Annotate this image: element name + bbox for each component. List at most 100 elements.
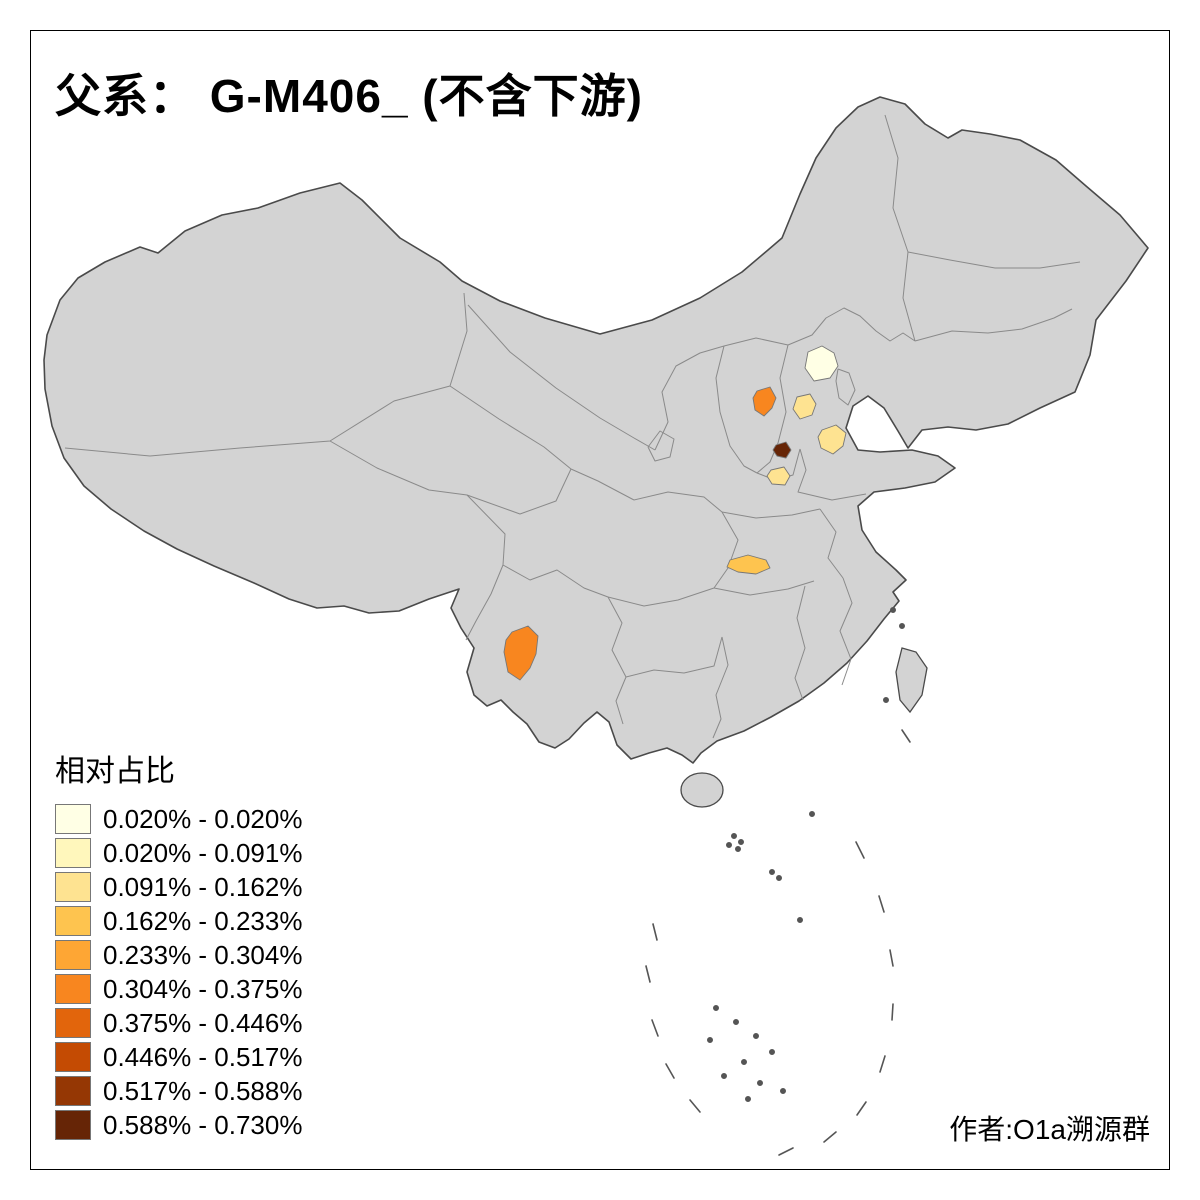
- dash-line-segment: [878, 895, 885, 913]
- province-border: [907, 251, 1081, 269]
- province-border: [654, 345, 725, 451]
- island-dot: [779, 1088, 786, 1095]
- province-border: [607, 587, 715, 607]
- province-border: [467, 304, 656, 451]
- island-dot: [734, 845, 741, 852]
- dash-line-segment: [879, 1055, 886, 1073]
- province-border: [723, 337, 789, 347]
- province-border: [835, 368, 856, 406]
- province-border: [64, 292, 468, 457]
- legend-label: 0.517% - 0.588%: [103, 1076, 303, 1106]
- dash-line-segment: [665, 1063, 675, 1079]
- island-dot: [882, 696, 889, 703]
- island-dot: [752, 1033, 759, 1040]
- dash-line-segment: [855, 841, 865, 859]
- dash-line-segment: [645, 965, 651, 983]
- island-dot: [889, 606, 896, 613]
- legend: 相对占比 0.020% - 0.020% 0.020% - 0.091% 0.0…: [55, 746, 302, 1144]
- province-border: [914, 308, 1073, 342]
- legend-swatch: [55, 1008, 91, 1038]
- legend-label: 0.162% - 0.233%: [103, 906, 303, 936]
- island-dot: [712, 1004, 719, 1011]
- legend-swatch: [55, 1042, 91, 1072]
- dash-line-segment: [689, 1099, 701, 1113]
- legend-item: 0.162% - 0.233%: [55, 906, 302, 936]
- legend-label: 0.020% - 0.020%: [103, 804, 303, 834]
- province-border: [607, 596, 627, 725]
- legend-item: 0.020% - 0.091%: [55, 838, 302, 868]
- island-dot: [768, 868, 775, 875]
- figure-title: 父系： G-M406_ (不含下游): [55, 70, 643, 122]
- legend-item: 0.588% - 0.730%: [55, 1110, 302, 1140]
- island-dot: [808, 810, 815, 817]
- highlighted-prefecture-5: [772, 441, 792, 459]
- legend-item: 0.446% - 0.517%: [55, 1042, 302, 1072]
- island-dot: [706, 1037, 713, 1044]
- province-border: [713, 580, 815, 596]
- province-border: [819, 508, 844, 579]
- dash-line-segment: [856, 1101, 867, 1116]
- highlighted-prefecture-8: [503, 625, 539, 681]
- highlighted-prefecture-4: [817, 424, 847, 455]
- island-dot: [730, 832, 737, 839]
- highlighted-prefecture-6: [766, 466, 791, 486]
- province-border: [633, 491, 723, 513]
- province-boundaries: [64, 114, 1081, 739]
- legend-swatch: [55, 838, 91, 868]
- province-border: [449, 385, 572, 470]
- province-border: [715, 345, 758, 474]
- legend-label: 0.020% - 0.091%: [103, 838, 303, 868]
- legend-label: 0.091% - 0.162%: [103, 872, 303, 902]
- legend-item: 0.091% - 0.162%: [55, 872, 302, 902]
- island-dot: [740, 1059, 747, 1066]
- province-border: [502, 564, 609, 598]
- province-border: [794, 585, 806, 701]
- island-dot: [898, 622, 905, 629]
- legend-swatch: [55, 1076, 91, 1106]
- province-border: [713, 511, 739, 589]
- highlighted-prefectures: [503, 345, 847, 681]
- author-credit: 作者:O1a溯源群: [949, 1114, 1150, 1145]
- highlighted-prefecture-7: [726, 554, 771, 575]
- china-mainland: [43, 96, 1149, 764]
- legend-swatch: [55, 804, 91, 834]
- dash-line-segment: [778, 1147, 794, 1156]
- province-border: [756, 344, 789, 474]
- dash-line-segment: [901, 729, 911, 743]
- legend-item: 0.517% - 0.588%: [55, 1076, 302, 1106]
- province-border: [625, 636, 723, 678]
- island-dot: [725, 841, 732, 848]
- legend-swatch: [55, 906, 91, 936]
- legend-label: 0.304% - 0.375%: [103, 974, 303, 1004]
- island-dot: [720, 1073, 727, 1080]
- legend-swatch: [55, 872, 91, 902]
- province-border: [787, 307, 916, 346]
- legend-title: 相对占比: [55, 755, 175, 788]
- dash-line-segment: [652, 923, 658, 941]
- legend-label: 0.446% - 0.517%: [103, 1042, 303, 1072]
- island-dot: [768, 1049, 775, 1056]
- province-border: [329, 440, 506, 641]
- province-border: [570, 468, 635, 501]
- legend-item: 0.304% - 0.375%: [55, 974, 302, 1004]
- province-border: [884, 114, 916, 342]
- dash-line-segment: [651, 1019, 659, 1037]
- legend-label: 0.588% - 0.730%: [103, 1110, 303, 1140]
- island-dot: [744, 1096, 751, 1103]
- island-dot: [732, 1018, 739, 1025]
- island-dot: [737, 838, 744, 845]
- legend-swatch: [55, 974, 91, 1004]
- island-dot: [756, 1080, 763, 1087]
- legend-swatch: [55, 940, 91, 970]
- hainan-island: [680, 772, 724, 808]
- dash-line-segment: [891, 1003, 894, 1021]
- legend-item: 0.020% - 0.020%: [55, 804, 302, 834]
- province-border: [647, 430, 675, 462]
- province-border: [721, 508, 821, 519]
- legend-label: 0.233% - 0.304%: [103, 940, 303, 970]
- island-dot: [796, 916, 803, 923]
- highlighted-prefecture-3: [792, 393, 817, 420]
- dash-line-segment: [889, 949, 894, 967]
- south-china-sea-islands: [645, 606, 911, 1156]
